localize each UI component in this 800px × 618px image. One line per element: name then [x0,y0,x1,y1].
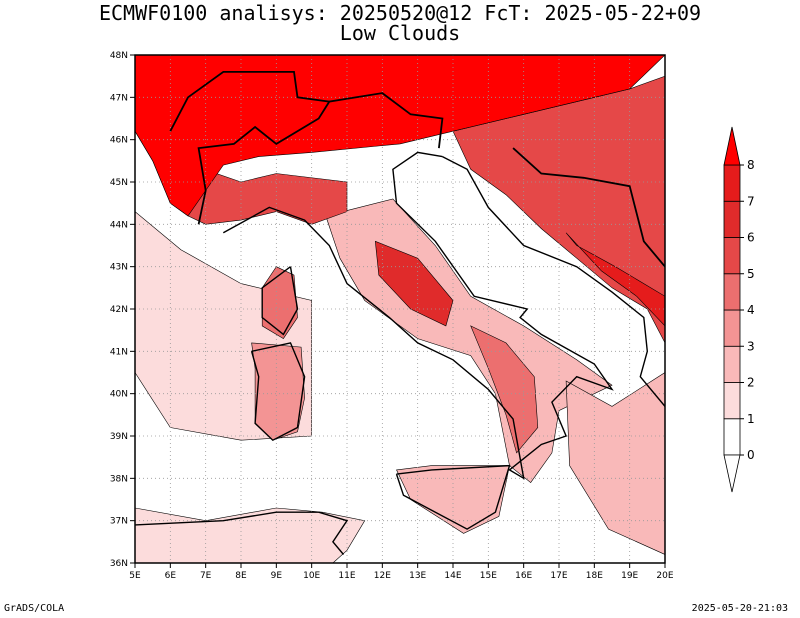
colorbar-segment [723,345,741,383]
colorbar-segment [723,418,741,456]
lon-label: 10E [303,571,320,581]
colorbar-top-arrow [723,126,741,166]
corsica-coast [261,266,299,336]
lon-label: 20E [656,571,673,581]
lat-label: 36N [110,559,128,569]
colorbar-label: 0 [747,448,755,462]
lat-label: 37N [110,517,128,527]
lon-label: 17E [550,571,567,581]
lon-label: 5E [129,571,141,581]
italy-coast [222,151,614,480]
lon-label: 7E [200,571,212,581]
lat-label: 48N [110,51,128,61]
lat-label: 43N [110,263,128,273]
lat-label: 46N [110,136,128,146]
lat-label: 41N [110,347,128,357]
alpine-border [197,92,444,225]
grid-lines [135,55,665,563]
colorbar-segment [723,200,741,238]
lon-label: 15E [480,571,497,581]
colorbar-label: 8 [747,158,755,172]
colorbar-segment [723,237,741,275]
coast-lines [135,151,665,555]
lon-label: 6E [165,571,177,581]
cloud-region-apennines-south [470,325,539,454]
lon-label: 14E [444,571,461,581]
lat-label: 44N [110,220,128,230]
footer-credit: GrADS/COLA [4,603,65,614]
sicily-coast [395,464,511,530]
lon-axis: 5E 6E 7E 8E 9E 10E 11E 12E 13E 14E 15E 16E 17E 18E 19E… [129,563,674,581]
lon-label: 18E [586,571,603,581]
colorbar-label: 5 [747,267,755,281]
country-borders [169,71,665,268]
colorbar: 0 1 2 3 4 5 6 7 8 [723,126,755,493]
cloud-region-alps [135,55,665,217]
lon-label: 11E [338,571,355,581]
colorbar-segment [723,382,741,420]
colorbar-label: 3 [747,339,755,353]
colorbar-segment [723,164,741,202]
cloud-region-balkan-core [565,232,665,327]
colorbar-bottom-arrow [723,454,741,493]
colorbar-segment [723,309,741,347]
lon-label: 8E [235,571,247,581]
lon-label: 19E [621,571,638,581]
colorbar-segment [723,273,741,311]
balkan-borders [512,147,665,268]
lat-label: 39N [110,432,128,442]
title-line-2: Low Clouds [339,21,461,45]
lat-label: 47N [110,93,128,103]
lat-label: 38N [110,474,128,484]
balkan-coast [442,155,665,407]
colorbar-label: 6 [747,231,755,245]
cloud-region-sea-patch-east [565,372,665,555]
colorbar-label: 1 [747,412,755,426]
colorbar-label: 4 [747,303,755,317]
lat-label: 45N [110,178,128,188]
lat-axis: 36N 37N 38N 39N 40N 41N 42N 43N 44N 45N 46N 47N 48N [110,51,135,569]
lon-label: 12E [374,571,391,581]
africa-coast-line [135,511,349,555]
sardinia-coast [250,342,306,442]
lon-label: 16E [515,571,532,581]
footer-timestamp: 2025-05-20-21:03 [691,603,788,614]
colorbar-label: 2 [747,376,755,390]
lat-label: 40N [110,390,128,400]
cloud-fields [135,55,665,563]
colorbar-label: 7 [747,194,755,208]
title-line-1: ECMWF0100 analisys: 20250520@12 FcT: 202… [98,1,702,25]
swiss-border [169,71,330,132]
cloud-region-sardinia [251,342,305,441]
cloud-region-apennines-north [374,240,454,327]
lon-label: 9E [271,571,283,581]
lon-label: 13E [409,571,426,581]
lat-label: 42N [110,305,128,315]
